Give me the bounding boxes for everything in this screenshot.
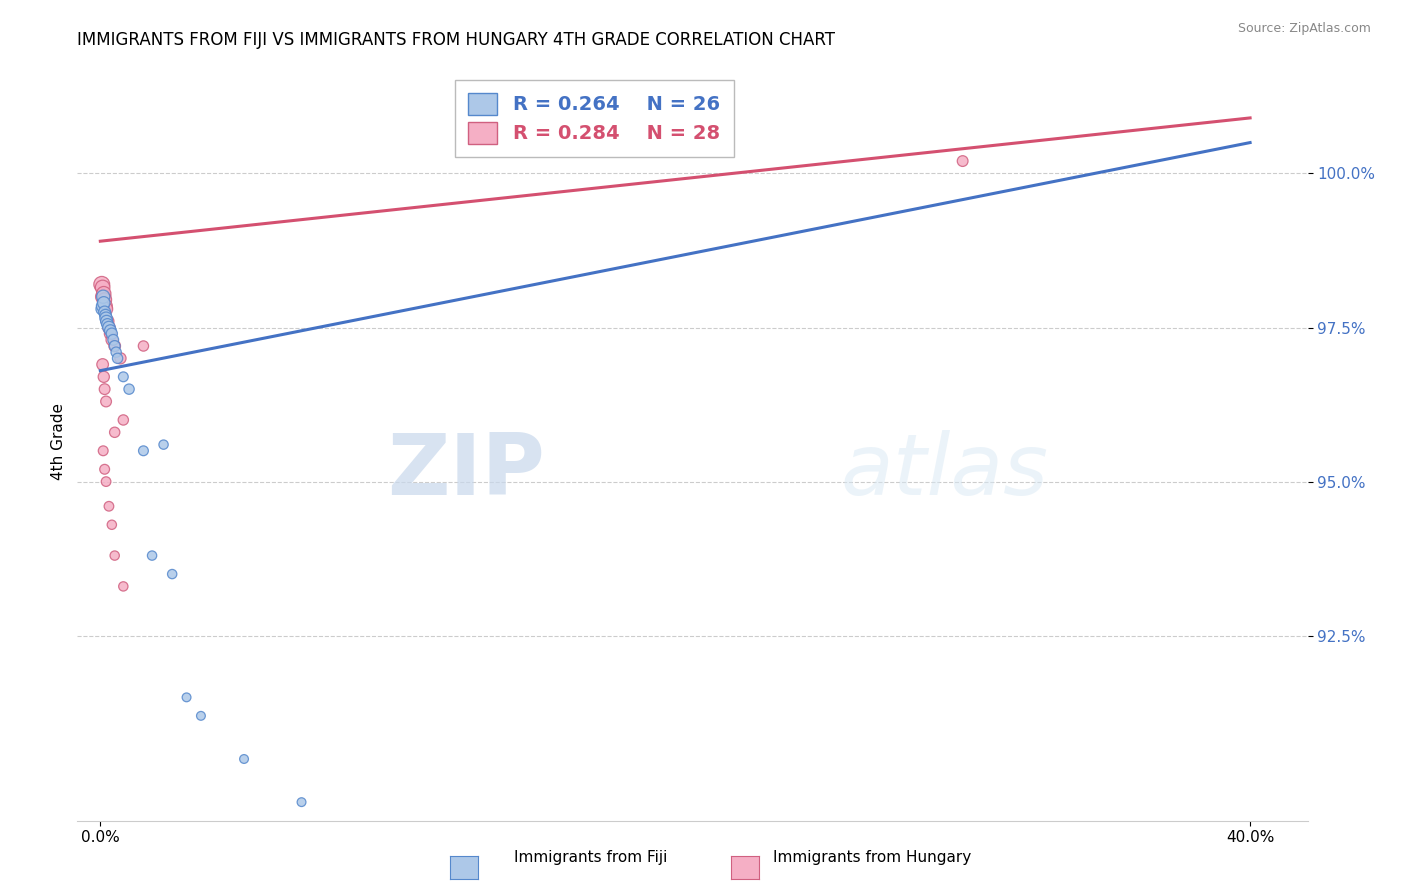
Y-axis label: 4th Grade: 4th Grade bbox=[51, 403, 66, 480]
Point bbox=[91, 280, 114, 294]
Point bbox=[104, 549, 127, 563]
Point bbox=[97, 500, 120, 514]
Point bbox=[110, 351, 132, 366]
Point bbox=[94, 394, 117, 409]
Point bbox=[93, 296, 115, 310]
Point bbox=[105, 345, 128, 359]
Point bbox=[94, 475, 117, 489]
Text: Source: ZipAtlas.com: Source: ZipAtlas.com bbox=[1237, 22, 1371, 36]
Point bbox=[132, 339, 155, 353]
Point bbox=[104, 339, 127, 353]
Legend: R = 0.264    N = 26, R = 0.284    N = 28: R = 0.264 N = 26, R = 0.284 N = 28 bbox=[454, 79, 734, 157]
Point bbox=[290, 795, 312, 809]
Point bbox=[96, 314, 118, 328]
Point bbox=[91, 443, 114, 458]
Point bbox=[90, 277, 112, 292]
Point bbox=[91, 290, 114, 304]
Point bbox=[91, 299, 114, 313]
Point bbox=[952, 154, 974, 169]
Text: IMMIGRANTS FROM FIJI VS IMMIGRANTS FROM HUNGARY 4TH GRADE CORRELATION CHART: IMMIGRANTS FROM FIJI VS IMMIGRANTS FROM … bbox=[77, 31, 835, 49]
Point bbox=[90, 301, 112, 316]
Point bbox=[141, 549, 163, 563]
Point bbox=[91, 290, 114, 304]
Point bbox=[112, 579, 135, 593]
Point bbox=[94, 299, 117, 313]
Text: atlas: atlas bbox=[841, 430, 1047, 514]
Point bbox=[112, 413, 135, 427]
Point bbox=[132, 443, 155, 458]
Point bbox=[93, 286, 115, 301]
Point bbox=[101, 326, 124, 341]
Point bbox=[112, 369, 135, 384]
Point bbox=[176, 690, 198, 705]
Text: Immigrants from Hungary: Immigrants from Hungary bbox=[772, 850, 972, 865]
Point bbox=[104, 339, 127, 353]
Point bbox=[101, 517, 124, 532]
Point bbox=[233, 752, 256, 766]
Point bbox=[93, 382, 115, 396]
Point bbox=[107, 351, 129, 366]
Point bbox=[103, 333, 125, 347]
Point bbox=[96, 314, 118, 328]
Point bbox=[94, 308, 117, 322]
Point bbox=[100, 324, 122, 338]
Point bbox=[152, 437, 174, 451]
Point bbox=[190, 709, 212, 723]
Point bbox=[93, 369, 115, 384]
Point bbox=[160, 567, 183, 582]
Point bbox=[104, 425, 127, 440]
Point bbox=[101, 333, 124, 347]
Point bbox=[93, 305, 115, 319]
Point bbox=[93, 293, 115, 307]
Point bbox=[100, 326, 122, 341]
Text: ZIP: ZIP bbox=[387, 430, 546, 514]
Point bbox=[91, 358, 114, 372]
Point bbox=[94, 311, 117, 326]
Point bbox=[93, 462, 115, 476]
Point bbox=[96, 318, 118, 332]
Point bbox=[118, 382, 141, 396]
Point bbox=[97, 320, 120, 334]
Point bbox=[94, 301, 117, 316]
Point bbox=[97, 320, 120, 334]
Text: Immigrants from Fiji: Immigrants from Fiji bbox=[513, 850, 668, 865]
